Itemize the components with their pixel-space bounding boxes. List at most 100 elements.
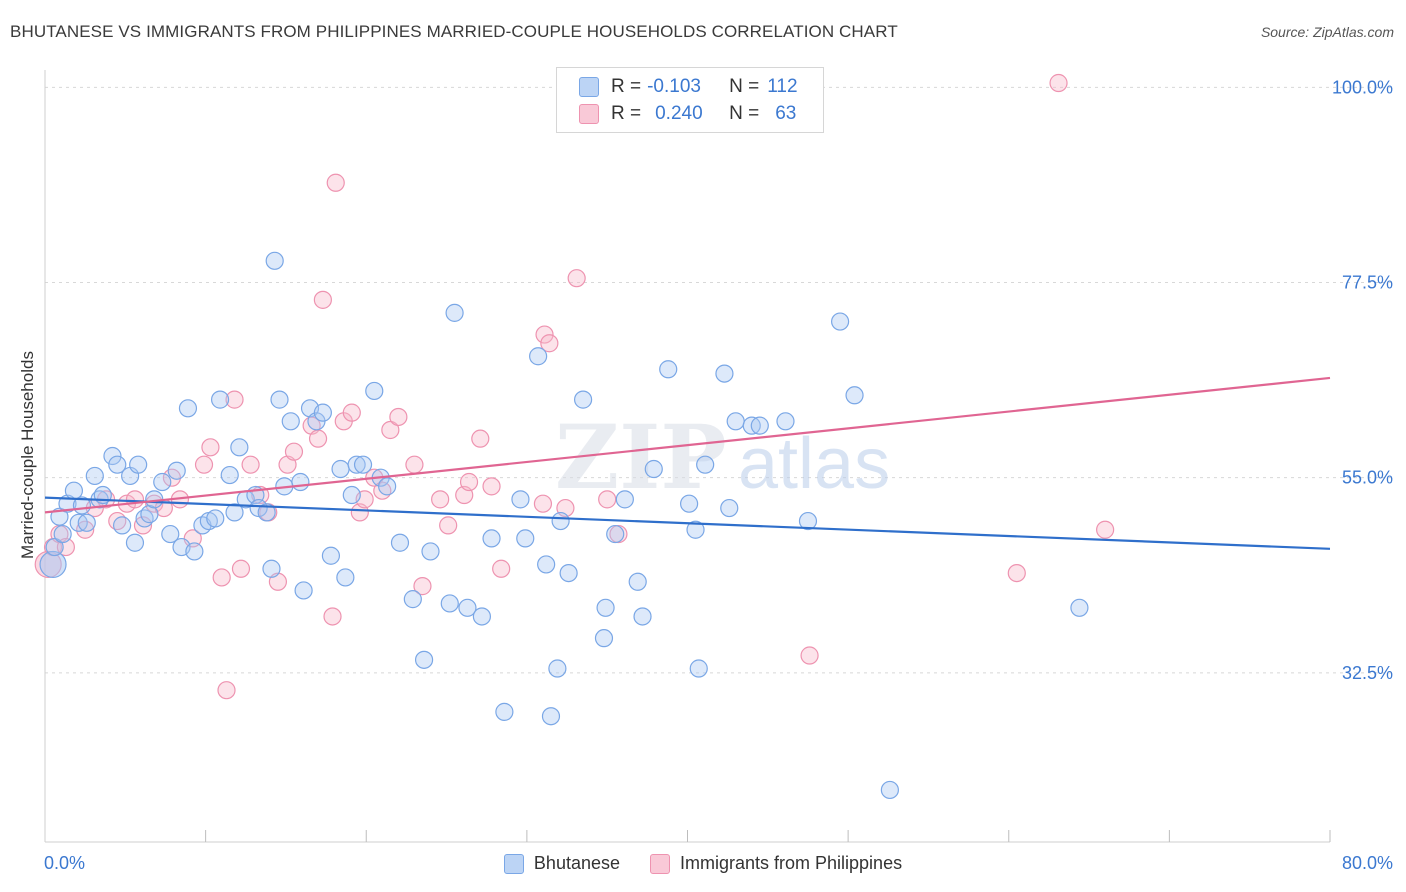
legend-item-philippines[interactable]: Immigrants from Philippines [650,853,902,874]
bhutanese-point [39,550,67,579]
legend-row-philippines: R = 0.240 N = 63 [579,102,796,126]
legend-r-label: R = [611,103,642,124]
bhutanese-point [615,490,634,509]
philippines-point [133,516,153,535]
bhutanese-point [529,347,548,366]
bhutanese-point [440,594,459,613]
bhutanese-point [541,707,561,726]
bhutanese-point [365,381,384,401]
bhutanese-point [313,403,332,422]
philippines-point [535,325,554,344]
bhutanese-point [720,498,739,518]
bhutanese-point [321,546,341,565]
legend-swatch-blue [579,77,599,97]
legend-n-label: N = [729,103,760,124]
y-tick-label: 55.0% [1342,468,1393,488]
bhutanese-point [726,412,745,431]
y-tick-label: 32.5% [1342,663,1393,683]
bhutanese-point [153,472,172,492]
bhutanese-point [516,529,535,548]
bhutanese-trend-line [44,496,1331,550]
philippines-point [76,520,95,539]
bhutanese-point [472,607,491,626]
legend-r-label: R = [611,76,642,97]
bhutanese-point [167,461,186,480]
bhutanese-point [659,360,678,379]
bhutanese-point [696,455,715,474]
bhutanese-point [689,659,708,678]
series-philippines-points [34,73,1115,700]
bhutanese-point [715,364,734,383]
bhutanese-point [644,459,663,479]
bhutanese-point [421,542,440,561]
bhutanese-point [830,312,850,331]
legend-swatch-pink [579,104,599,124]
bhutanese-point [85,466,104,486]
bhutanese-point [880,780,899,800]
philippines-point [1049,73,1068,93]
bhutanese-point [257,503,276,522]
philippines-point [241,455,260,474]
bhutanese-point [53,524,72,544]
bhutanese-point [206,509,225,528]
bhutanese-point [511,490,530,509]
philippines-point [217,681,236,700]
bhutanese-point [294,581,313,600]
bhutanese-point [108,455,127,474]
bhutanese-point [342,485,361,505]
philippines-point [598,490,617,509]
bhutanese-point [628,572,647,591]
bhutanese-point [220,465,239,485]
x-tick-label: 80.0% [1342,853,1393,873]
series-legend: Bhutanese Immigrants from Philippines [0,853,1406,874]
bhutanese-point [50,507,69,526]
philippines-point [342,403,361,422]
bhutanese-point [185,542,204,561]
philippines-trend-line [44,376,1331,514]
y-tick-label: 77.5% [1342,273,1393,293]
bhutanese-point [77,513,96,532]
bhutanese-point [482,529,501,548]
bhutanese-point [353,455,373,474]
legend-label-bhutanese: Bhutanese [533,853,620,873]
bhutanese-point [225,503,244,522]
legend-item-bhutanese[interactable]: Bhutanese [503,853,620,874]
bhutanese-point [573,390,593,409]
bhutanese-point [125,533,145,552]
philippines-point [389,407,408,427]
philippines-point [533,494,553,513]
bhutanese-point [537,555,556,574]
philippines-point [323,607,342,626]
legend-label-philippines: Immigrants from Philippines [680,853,903,873]
philippines-point [201,438,220,457]
bhutanese-point [291,472,310,492]
legend-n-value: 63 [775,103,797,124]
philippines-point [1096,520,1115,539]
philippines-point [482,477,501,496]
chart-title: BHUTANESE VS IMMIGRANTS FROM PHILIPPINES… [10,22,898,41]
bhutanese-point [347,455,366,474]
philippines-point [431,490,450,509]
bhutanese-point [845,386,864,405]
bhutanese-point [140,505,159,524]
philippines-point [405,455,424,474]
philippines-point [567,269,586,288]
philippines-point [800,646,819,665]
source-label: Source: ZipAtlas.com [1260,24,1394,40]
tick-labels: 32.5% 55.0% 77.5% 100.0% 0.0% 80.0% [44,77,1393,873]
legend-swatch-pink [650,853,670,874]
grid-lines [45,86,1392,674]
bhutanese-point [445,303,464,322]
bhutanese-point [495,702,514,721]
bhutanese-point [458,598,477,617]
philippines-point [225,390,244,409]
philippines-point [212,568,231,587]
bhutanese-point [390,533,410,552]
bhutanese-point [559,564,578,583]
philippines-point [413,577,432,596]
bhutanese-point [336,568,355,587]
bhutanese-point [596,598,615,617]
x-tick-label: 0.0% [44,853,85,873]
bhutanese-point [129,455,148,474]
